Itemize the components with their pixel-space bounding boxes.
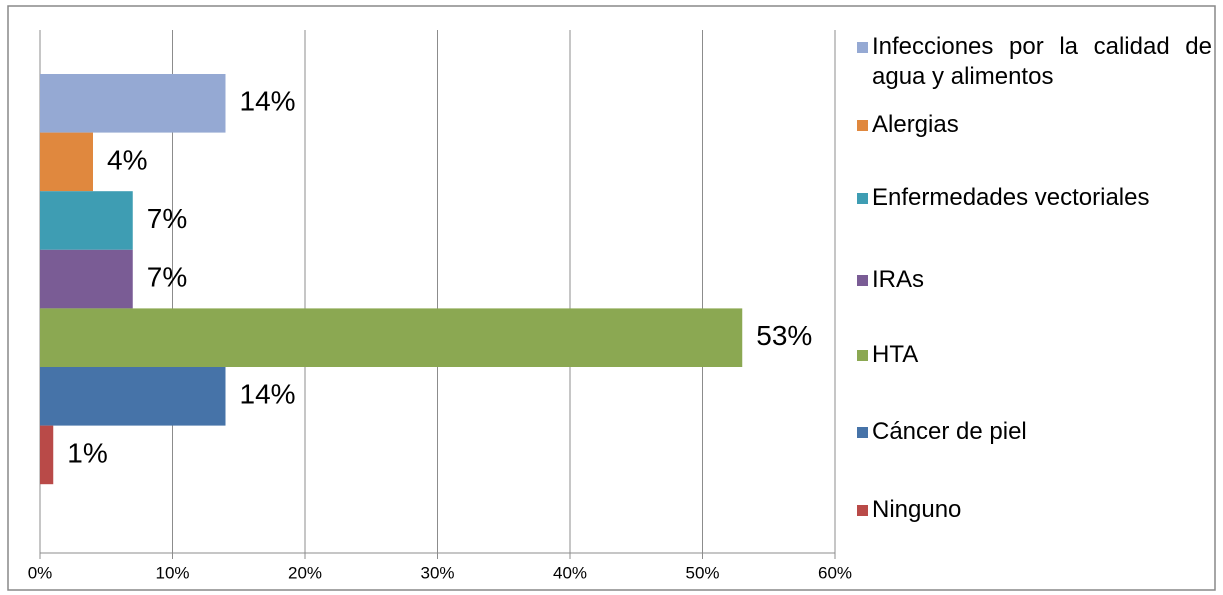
- data-label: 14%: [240, 86, 296, 117]
- x-tick-label: 0%: [28, 563, 53, 582]
- legend-label: Alergias: [872, 111, 959, 138]
- data-label: 53%: [756, 320, 812, 351]
- data-label: 4%: [107, 144, 147, 175]
- bar: [40, 191, 133, 250]
- x-tick-label: 10%: [155, 563, 189, 582]
- bar: [40, 249, 133, 309]
- legend-swatch: [857, 193, 868, 204]
- legend-label: Infecciones por la calidad de agua y ali…: [872, 33, 1212, 90]
- legend-swatch: [857, 350, 868, 361]
- x-tick-label: 20%: [288, 563, 322, 582]
- legend-entry: Infecciones por la calidad de agua y ali…: [857, 32, 1212, 92]
- bar: [40, 74, 226, 133]
- legend-entry: Ninguno: [857, 495, 1212, 525]
- bar: [40, 425, 54, 485]
- x-tick-label: 30%: [420, 563, 454, 582]
- bar: [40, 308, 743, 367]
- chart-border: [7, 5, 1216, 591]
- data-label: 1%: [67, 437, 107, 468]
- legend-swatch: [857, 42, 868, 53]
- data-label: 7%: [147, 261, 187, 292]
- legend-swatch: [857, 427, 868, 438]
- x-tick-label: 40%: [553, 563, 587, 582]
- legend-swatch: [857, 505, 868, 516]
- legend-entry: IRAs: [857, 265, 1212, 295]
- data-label: 7%: [147, 203, 187, 234]
- legend-swatch: [857, 275, 868, 286]
- legend-entry: HTA: [857, 340, 1212, 370]
- bar: [40, 132, 93, 192]
- legend-label: Enfermedades vectoriales: [872, 184, 1150, 211]
- legend-label: Cáncer de piel: [872, 418, 1027, 445]
- bar: [40, 367, 226, 426]
- legend-label: IRAs: [872, 266, 925, 293]
- data-label: 14%: [240, 379, 296, 410]
- legend-label: HTA: [872, 341, 919, 368]
- legend-entry: Alergias: [857, 110, 1212, 140]
- x-tick-label: 50%: [685, 563, 719, 582]
- legend-entry: Enfermedades vectoriales: [857, 183, 1212, 213]
- x-tick-label: 60%: [818, 563, 852, 582]
- legend-swatch: [857, 120, 868, 131]
- legend-entry: Cáncer de piel: [857, 417, 1212, 447]
- legend-label: Ninguno: [872, 496, 962, 523]
